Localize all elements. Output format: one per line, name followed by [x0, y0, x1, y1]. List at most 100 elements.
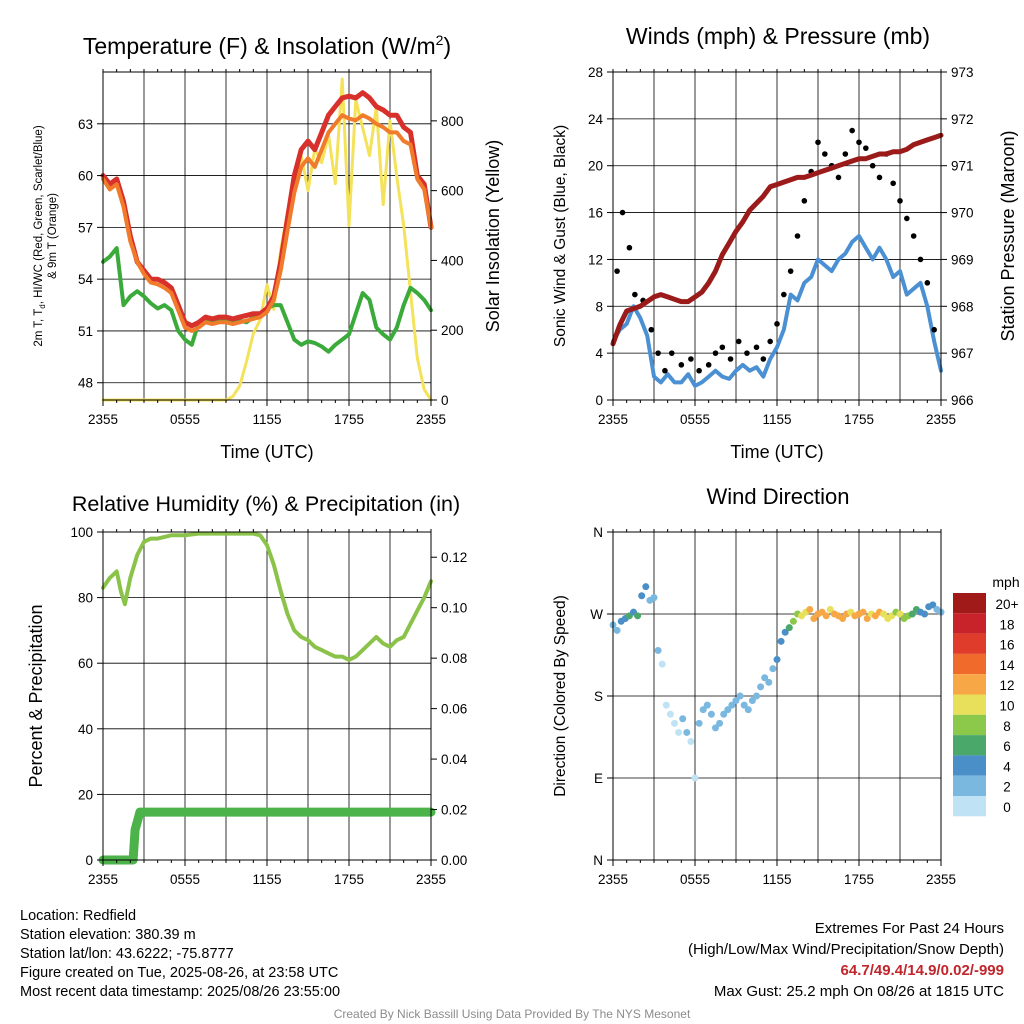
direction-point	[921, 610, 929, 618]
y-tick-label: 0	[595, 393, 603, 408]
y-right-tick-label: 969	[951, 252, 974, 267]
winds-ylabel-left: Sonic Wind & Gust (Blue, Black)	[552, 125, 569, 347]
gust-point	[719, 344, 726, 351]
winds-series	[610, 127, 944, 388]
gust-point	[794, 233, 801, 239]
gust-point	[897, 198, 903, 204]
x-tick-label: 2355	[88, 412, 118, 427]
credit-line: Created By Nick Bassill Using Data Provi…	[333, 1007, 691, 1021]
direction-point	[736, 692, 744, 700]
gust-point	[876, 174, 883, 181]
y-right-tick-label: 0.08	[441, 651, 467, 666]
gust-point	[753, 344, 760, 351]
direction-point	[703, 701, 711, 709]
speed-colorbar-title: mph	[992, 574, 1019, 590]
gust-point	[924, 280, 931, 286]
x-tick-label: 1155	[252, 872, 281, 887]
gust-point	[904, 215, 910, 222]
colorbar-label: 10	[999, 699, 1014, 714]
y-right-tick-label: 966	[951, 393, 974, 408]
direction-point	[785, 624, 793, 632]
gust-point	[787, 268, 794, 274]
gust-point	[662, 367, 668, 374]
colorbar-swatch	[953, 714, 986, 736]
gust-point	[869, 162, 876, 169]
direction-point	[720, 710, 728, 718]
direction-point	[679, 715, 687, 723]
colorbar-swatch	[953, 633, 986, 654]
temperature-xlabel: Time (UTC)	[220, 442, 313, 462]
x-tick-label: 1755	[334, 412, 364, 427]
gust-point	[767, 338, 773, 345]
colorbar-label: 4	[1003, 759, 1011, 774]
x-tick-label: 2355	[88, 872, 118, 887]
direction-point	[732, 697, 740, 705]
colorbar-swatch	[953, 796, 986, 817]
y-right-tick-label: 0	[441, 393, 449, 408]
humidity-panel: Relative Humidity (%) & Precipitation (i…	[26, 492, 468, 887]
gust-point	[632, 291, 638, 298]
direction-series	[609, 583, 945, 782]
y-tick-label: E	[594, 771, 603, 786]
colorbar-swatch	[953, 735, 986, 756]
y-right-tick-label: 970	[951, 206, 974, 221]
gust-point	[781, 291, 787, 298]
y-right-tick-label: 971	[951, 159, 974, 174]
recent-timestamp: Most recent data timestamp: 2025/08/26 2…	[20, 984, 341, 1000]
meteogram-figure: Temperature (F) & Insolation (W/m2) 2355…	[26, 23, 1020, 887]
humidity-line	[101, 531, 433, 662]
y-right-tick-label: 0.06	[441, 702, 467, 717]
colorbar-label: 12	[999, 678, 1014, 693]
gust-point	[744, 350, 750, 356]
x-tick-label: 2355	[926, 412, 956, 427]
direction-point	[757, 683, 765, 691]
direction-point	[671, 719, 678, 727]
gust-point	[856, 139, 862, 146]
direction-point	[863, 615, 871, 623]
x-tick-label: 2355	[416, 412, 446, 427]
x-tick-label: 1755	[334, 872, 364, 887]
gust-point	[696, 367, 702, 374]
direction-point	[822, 612, 830, 620]
gust-point	[774, 321, 780, 327]
gust-point	[890, 180, 896, 187]
gust-point	[614, 268, 620, 274]
direction-point	[695, 719, 703, 727]
x-tick-label: 1755	[844, 412, 874, 427]
y-right-tick-label: 400	[441, 253, 464, 268]
colorbar-swatch	[953, 653, 986, 675]
direction-point	[638, 592, 646, 600]
x-tick-label: 2355	[926, 872, 956, 887]
x-tick-label: 1155	[252, 412, 281, 427]
station-latlon: Station lat/lon: 43.6222; -75.8777	[20, 946, 234, 962]
direction-point	[707, 710, 715, 718]
direction-point	[859, 608, 867, 616]
gust-point	[735, 338, 742, 345]
colorbar-label: 8	[1003, 719, 1011, 734]
x-tick-label: 2355	[598, 412, 628, 427]
colorbar-label: 6	[1003, 739, 1011, 754]
direction-point	[896, 610, 904, 618]
y-right-tick-label: 968	[951, 299, 974, 314]
direction-point	[781, 628, 789, 636]
station-elevation: Station elevation: 380.39 m	[20, 927, 196, 943]
extremes-description: (High/Low/Max Wind/Precipitation/Snow De…	[688, 941, 1004, 958]
direction-point	[806, 605, 814, 613]
colorbar-label: 14	[999, 658, 1015, 673]
y-tick-label: 24	[588, 112, 604, 127]
y-tick-label: 48	[78, 376, 93, 391]
colorbar-swatch	[953, 613, 986, 634]
gust-point	[668, 350, 675, 356]
y-right-tick-label: 800	[441, 114, 464, 129]
temperature-ticks: 2355 0555 1155 1755 2355 48 51 54 57 60 63 0 200 400 6…	[78, 69, 464, 427]
temperature-ylabel-right: Solar Insolation (Yellow)	[483, 140, 503, 332]
gust-point	[626, 244, 633, 251]
direction-point	[675, 728, 683, 736]
gust-point	[688, 356, 694, 362]
y-tick-label: 0	[85, 853, 93, 868]
x-tick-label: 0555	[680, 412, 710, 427]
direction-point	[687, 738, 695, 746]
y-tick-label: 60	[78, 656, 93, 671]
extremes-info: Extremes For Past 24 Hours (High/Low/Max…	[688, 918, 1004, 1002]
y-right-tick-label: 972	[951, 112, 974, 127]
